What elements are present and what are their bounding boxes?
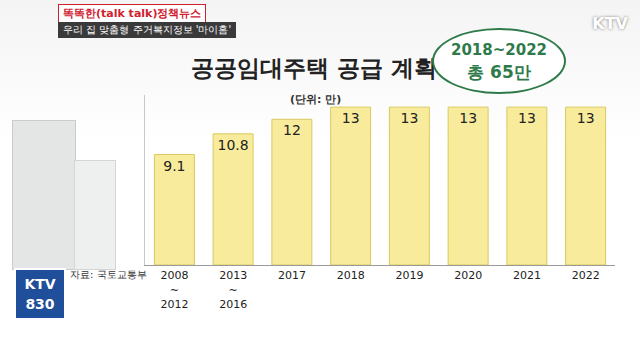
svg-text:13: 13 [400, 110, 418, 126]
html-text:자료: 국토교통부: 자료: 국토교통부 [70, 269, 147, 280]
svg-text:13: 13 [577, 110, 595, 126]
html-text:총 65만: 총 65만 [467, 62, 531, 82]
svg-text:13: 13 [518, 110, 536, 126]
svg-text:2018: 2018 [337, 269, 365, 282]
svg-text:2020: 2020 [454, 269, 482, 282]
html-text:우리 집 맞춤형 주거복지정보 '마이홈': 우리 집 맞춤형 주거복지정보 '마이홈' [63, 24, 232, 35]
html-text:KTV: KTV [24, 276, 56, 292]
svg-text:10.8: 10.8 [218, 137, 249, 153]
html-text:KTV: KTV [592, 14, 628, 33]
svg-text:2008~2012: 2008~2012 [160, 269, 188, 311]
svg-text:공공임대주택 공급 계획: 공공임대주택 공급 계획 [191, 55, 437, 81]
svg-text:13: 13 [459, 110, 477, 126]
svg-text:2019: 2019 [395, 269, 423, 282]
svg-text:2021: 2021 [513, 269, 541, 282]
html-text:(단위: 만): (단위: 만) [290, 93, 342, 106]
svg-text:13: 13 [342, 110, 360, 126]
svg-text:12: 12 [283, 122, 301, 138]
svg-text:2017: 2017 [278, 269, 306, 282]
html-text:2018~2022: 2018~2022 [451, 41, 547, 59]
html-text:830: 830 [25, 296, 55, 312]
html-text:똑똑한(talk talk)정책뉴스: 똑똑한(talk talk)정책뉴스 [63, 7, 202, 20]
svg-text:9.1: 9.1 [163, 158, 185, 174]
svg-text:2022: 2022 [572, 269, 600, 282]
svg-text:2013~2016: 2013~2016 [219, 269, 247, 311]
